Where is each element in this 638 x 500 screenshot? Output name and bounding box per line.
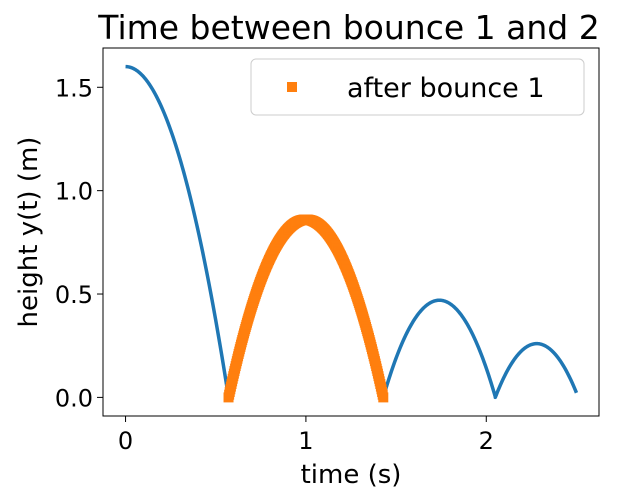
series-layer	[125, 64, 579, 403]
legend-marker-after-bounce-1	[287, 82, 297, 92]
y-tick-label: 1.5	[55, 74, 93, 102]
y-tick-label: 0.0	[55, 384, 93, 412]
series-line-trajectory	[125, 64, 579, 400]
x-tick-label: 2	[479, 427, 494, 455]
legend-label-after-bounce-1: after bounce 1	[347, 73, 545, 104]
chart-title: Time between bounce 1 and 2	[97, 8, 599, 47]
legend: after bounce 1	[250, 58, 585, 116]
series-markers-after-bounce-1	[223, 214, 389, 403]
y-tick-label: 1.0	[55, 178, 93, 206]
x-axis-label: time (s)	[301, 460, 402, 490]
y-axis-label: height y(t) (m)	[14, 137, 44, 328]
x-axis-ticks: 0 1 2	[118, 416, 494, 455]
plot-frame	[102, 47, 600, 417]
x-tick-label: 0	[118, 427, 133, 455]
x-tick-label: 1	[298, 427, 313, 455]
legend-box	[250, 58, 585, 116]
y-tick-label: 0.5	[55, 281, 93, 309]
data-point-after-bounce-1	[378, 392, 389, 403]
y-axis-ticks: 0.0 0.5 1.0 1.5	[55, 74, 103, 412]
